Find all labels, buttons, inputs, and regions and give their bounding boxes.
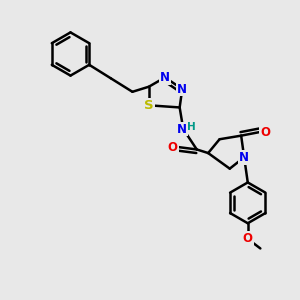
Text: S: S (144, 99, 154, 112)
Text: H: H (187, 122, 196, 132)
Text: O: O (168, 141, 178, 154)
Text: N: N (177, 123, 187, 136)
Text: O: O (260, 126, 270, 139)
Text: N: N (160, 71, 170, 84)
Text: O: O (243, 232, 253, 245)
Text: N: N (177, 82, 187, 95)
Text: N: N (239, 151, 249, 164)
